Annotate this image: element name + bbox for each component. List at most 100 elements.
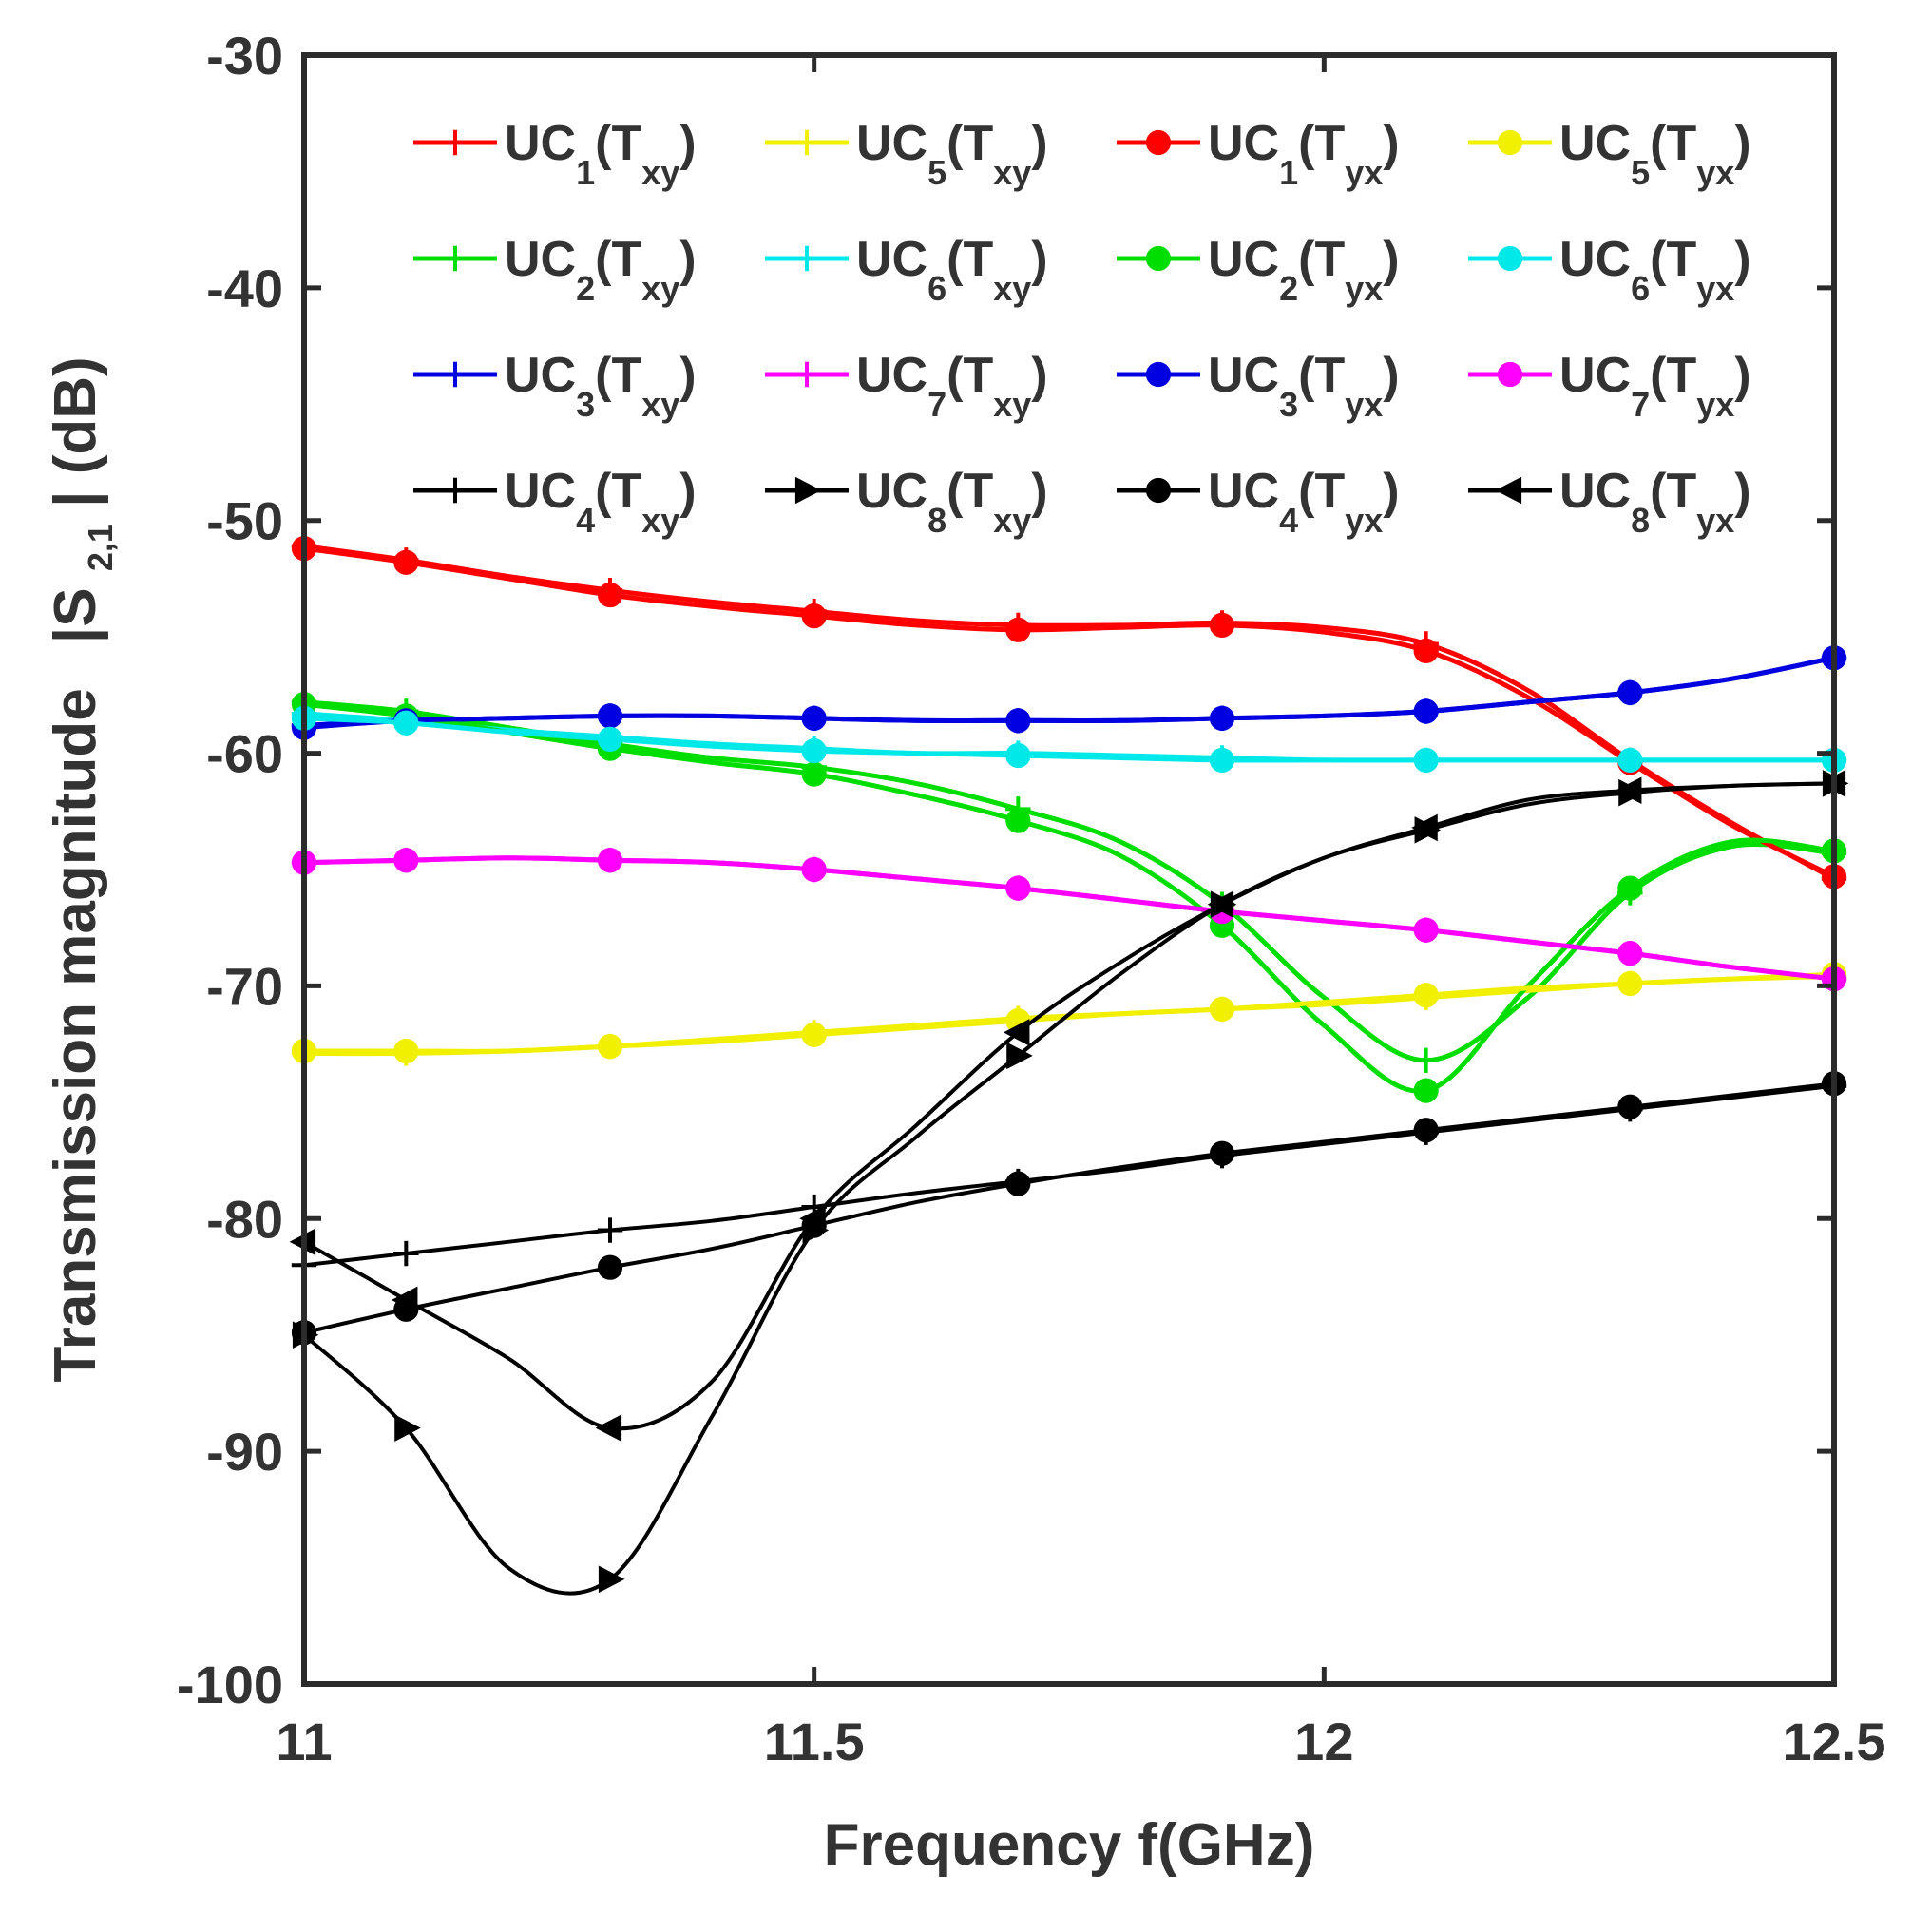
legend-item-uc4-tyx: UC4(Tyx) xyxy=(1117,464,1400,540)
series-uc6-tyx-point xyxy=(393,710,419,736)
legend-swatch-marker xyxy=(442,361,468,388)
series-uc5-tyx-point xyxy=(597,1033,623,1060)
x-tick-label: 12.5 xyxy=(1783,1712,1886,1771)
y-tick-label: -30 xyxy=(206,26,283,86)
series-uc2-txy-point xyxy=(1413,1047,1439,1073)
legend-label: UC7(Txy) xyxy=(856,348,1048,424)
y-axis-title: Transmission magnitude |S 2,1 | (dB) xyxy=(43,356,125,1382)
y-tick-label: -80 xyxy=(206,1189,283,1249)
legend-label: UC1(Txy) xyxy=(505,116,697,192)
legend-swatch-marker xyxy=(1497,129,1523,156)
y-tick-label: -100 xyxy=(177,1655,283,1714)
ticks-layer: 11 11.5 12 12.5 -100 -90 -80 -70 -60 -50 -40 -30 xyxy=(177,26,1886,1771)
series-uc7-tyx-point xyxy=(393,848,419,873)
series-uc5-tyx-point xyxy=(1209,996,1235,1023)
series-uc1-tyx-point xyxy=(1209,612,1235,639)
series-uc7-tyx xyxy=(291,848,1847,992)
series-uc7-tyx-point xyxy=(801,856,827,883)
legend-swatch-marker xyxy=(442,129,468,156)
y-tick-label: -60 xyxy=(206,724,283,784)
y-tick-label: -40 xyxy=(206,258,283,318)
y-axis-title-text: Transmission magnitude xyxy=(43,688,108,1382)
series-uc1-tyx-line xyxy=(303,545,1836,879)
plot-frame xyxy=(301,52,1837,1687)
legend-label: UC4(Tyx) xyxy=(1208,464,1400,540)
series-uc5-tyx-line xyxy=(304,971,1835,1054)
legend-swatch-marker xyxy=(794,476,822,505)
legend-item-uc5-txy: UC5(Txy) xyxy=(765,116,1048,192)
legend: UC1(Txy) UC2(Txy) UC3(Txy) UC4(Txy) UC5(Txy)… xyxy=(413,116,1751,540)
series-uc8-tyx-point xyxy=(1207,890,1234,919)
series-uc5-tyx-point xyxy=(1617,970,1643,997)
legend-label: UC5(Txy) xyxy=(856,116,1048,192)
series-uc1-tyx-point xyxy=(1005,617,1031,642)
legend-item-uc5-tyx: UC5(Tyx) xyxy=(1468,116,1751,192)
series-uc1-tyx-point xyxy=(393,549,419,575)
series-uc2-tyx-line xyxy=(303,701,1835,1094)
series-uc7-tyx-point xyxy=(1005,875,1031,901)
series-uc7-tyx-line xyxy=(303,855,1835,982)
series-uc6-tyx-line xyxy=(303,716,1834,763)
series-uc8-tyx-point xyxy=(391,1286,418,1314)
series-uc2-tyx-point xyxy=(1005,808,1031,833)
x-axis-title: Frequency f(GHz) xyxy=(824,1812,1315,1878)
y-axis-symbol-pre: |S xyxy=(43,587,109,643)
legend-swatch-marker xyxy=(1145,477,1172,504)
series-uc3-tyx-line xyxy=(303,655,1835,731)
series-uc6-tyx-point xyxy=(1617,747,1643,774)
series-uc4-txy-point xyxy=(393,1240,419,1267)
series-uc4-tyx-point xyxy=(597,1254,623,1280)
legend-label: UC6(Tyx) xyxy=(1559,232,1751,308)
series-uc4-tyx-line xyxy=(303,1081,1835,1335)
legend-item-uc8-tyx: UC8(Tyx) xyxy=(1468,464,1751,540)
legend-swatch-marker xyxy=(442,477,468,504)
legend-label: UC7(Tyx) xyxy=(1559,348,1751,424)
series-uc4-tyx-point xyxy=(1005,1171,1031,1196)
series-uc8-txy-point xyxy=(394,1414,421,1442)
y-tick-label: -70 xyxy=(206,956,283,1016)
series-uc2-tyx-point xyxy=(1413,1078,1439,1103)
series-uc8-tyx-point xyxy=(1411,813,1438,842)
legend-swatch-marker xyxy=(1145,361,1172,388)
legend-swatch-marker xyxy=(1145,245,1172,272)
series-uc8-txy-point xyxy=(598,1565,625,1594)
series-uc4-tyx-point xyxy=(1209,1140,1235,1166)
legend-label: UC2(Tyx) xyxy=(1208,232,1400,308)
series-uc8-tyx-point xyxy=(799,1204,826,1233)
legend-swatch-marker xyxy=(442,245,468,272)
series-uc5-tyx-point xyxy=(393,1038,419,1064)
legend-label: UC8(Tyx) xyxy=(1559,464,1751,540)
legend-label: UC3(Txy) xyxy=(505,348,697,424)
series-uc3-tyx-point xyxy=(1005,708,1031,734)
series-uc8-tyx-point xyxy=(1003,1019,1030,1046)
legend-label: UC5(Tyx) xyxy=(1559,116,1751,192)
legend-swatch-marker xyxy=(793,361,820,388)
series-uc1-tyx-point xyxy=(801,603,827,629)
series-uc4-tyx-point xyxy=(1617,1094,1643,1119)
legend-item-uc3-tyx: UC3(Tyx) xyxy=(1117,348,1400,424)
series-uc6-tyx-point xyxy=(1209,747,1235,774)
series-uc7-tyx-point xyxy=(597,848,623,873)
legend-item-uc2-txy: UC2(Txy) xyxy=(413,232,697,308)
legend-item-uc8-txy: UC8(Txy) xyxy=(765,464,1048,540)
legend-item-uc6-txy: UC6(Txy) xyxy=(765,232,1048,308)
series-uc3-tyx-point xyxy=(597,703,623,729)
series-uc3-tyx-point xyxy=(1617,679,1643,706)
legend-item-uc2-tyx: UC2(Tyx) xyxy=(1117,232,1400,308)
legend-label: UC2(Txy) xyxy=(505,232,697,308)
legend-item-uc7-txy: UC7(Txy) xyxy=(765,348,1048,424)
series-uc6-tyx-point xyxy=(801,738,827,764)
x-tick-label: 11.5 xyxy=(764,1712,865,1771)
series-uc8-txy-point xyxy=(1006,1042,1033,1070)
legend-swatch-marker xyxy=(1497,245,1523,272)
series-uc1-tyx-point xyxy=(597,582,623,608)
series-uc2-tyx-point xyxy=(801,761,827,787)
legend-label: UC3(Tyx) xyxy=(1208,348,1400,424)
series-uc8-tyx-point xyxy=(595,1414,622,1442)
legend-item-uc6-tyx: UC6(Tyx) xyxy=(1468,232,1751,308)
series-uc7-tyx-point xyxy=(1413,917,1439,943)
legend-item-uc7-tyx: UC7(Tyx) xyxy=(1468,348,1751,424)
series-uc3-tyx-point xyxy=(1413,698,1439,724)
legend-swatch-marker xyxy=(1497,361,1523,388)
legend-item-uc1-tyx: UC1(Tyx) xyxy=(1117,116,1400,192)
